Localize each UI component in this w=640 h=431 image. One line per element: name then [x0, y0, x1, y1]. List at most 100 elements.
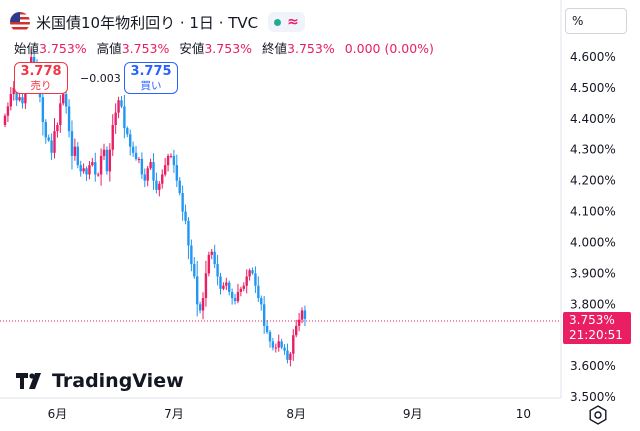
candle-body	[193, 264, 196, 277]
high-label: 高値	[96, 41, 122, 56]
candle-body	[131, 146, 135, 153]
y-tick-label: 4.500%	[570, 81, 616, 95]
x-tick-label: 8月	[286, 407, 306, 421]
candle-body	[300, 310, 304, 320]
time-axis[interactable]: 6月 7月 8月 9月 10	[48, 407, 531, 421]
candle-body	[175, 165, 179, 181]
candles-layer	[3, 49, 307, 367]
candle-body	[280, 341, 283, 348]
candle-body	[172, 155, 176, 166]
candle-body	[198, 304, 202, 311]
candle-body	[187, 220, 190, 246]
candle-body	[50, 140, 53, 153]
candle-body	[85, 168, 88, 175]
candle-body	[88, 165, 91, 175]
ohlc-legend: 始値3.753% 高値3.753% 安値3.753% 終値3.753% 0.00…	[14, 38, 440, 57]
candle-body	[195, 276, 199, 305]
open-label: 始値	[14, 41, 40, 56]
buy-button[interactable]: 3.775 買い	[124, 62, 178, 94]
settings-gear-icon[interactable]	[588, 405, 608, 425]
close-label: 終値	[262, 41, 288, 56]
candle-body	[70, 131, 74, 156]
candle-body	[210, 251, 213, 255]
spread-value: −0.003	[80, 72, 121, 85]
candle-body	[225, 282, 228, 286]
candle-body	[59, 103, 62, 125]
candle-body	[67, 106, 71, 132]
candle-body	[236, 291, 240, 302]
candle-body	[62, 94, 65, 104]
candle-body	[161, 174, 164, 184]
y-tick-label: 3.800%	[570, 297, 616, 311]
candle-body	[245, 276, 248, 286]
x-tick-label: 6月	[48, 407, 68, 421]
candle-body	[158, 183, 161, 190]
candle-body	[32, 57, 36, 64]
symbol-title[interactable]: 米国債10年物利回り · 1日 · TVC	[36, 13, 259, 32]
candle-body	[219, 276, 222, 289]
candle-body	[254, 273, 257, 286]
candle-body	[289, 353, 292, 360]
candle-body	[94, 162, 97, 175]
candle-body	[149, 162, 152, 169]
candle-body	[134, 152, 138, 159]
candle-body	[265, 325, 269, 333]
candle-body	[152, 162, 155, 181]
candle-body	[82, 168, 85, 172]
close-value: 3.753%	[287, 41, 335, 56]
market-open-dot-icon	[274, 18, 282, 26]
y-tick-label: 4.600%	[570, 50, 616, 64]
price-axis[interactable]: 4.600% 4.500% 4.400% 4.300% 4.200% 4.100% 4.00…	[570, 50, 616, 404]
open-value: 3.753%	[39, 41, 87, 56]
candle-body	[283, 347, 286, 351]
candle-body	[303, 310, 307, 319]
candle-body	[6, 106, 10, 116]
y-tick-label: 3.500%	[570, 390, 616, 404]
candle-body	[123, 106, 126, 129]
tradingview-logo[interactable]: TradingView	[16, 370, 184, 392]
unit-selector[interactable]: %	[565, 8, 627, 34]
candle-body	[190, 245, 193, 265]
candle-body	[181, 193, 184, 212]
sell-label: 売り	[30, 80, 52, 92]
candle-body	[47, 137, 50, 141]
candle-body	[143, 174, 146, 181]
candle-body	[56, 125, 59, 132]
candle-body	[204, 273, 208, 299]
candle-body	[295, 325, 298, 336]
candle-body	[213, 251, 216, 265]
y-tick-label: 4.100%	[570, 205, 616, 219]
candle-body	[178, 180, 181, 193]
candle-body	[248, 270, 251, 277]
candle-body	[184, 211, 187, 221]
candle-body	[53, 131, 56, 153]
candle-body	[230, 291, 234, 299]
candle-body	[41, 97, 45, 122]
candle-body	[15, 87, 18, 101]
y-tick-label: 3.600%	[570, 359, 616, 373]
sell-button[interactable]: 3.778 売り	[14, 62, 68, 94]
market-status[interactable]: ≈	[268, 12, 305, 32]
candle-body	[73, 146, 77, 156]
low-label: 安値	[179, 41, 205, 56]
candle-body	[242, 285, 245, 289]
candle-body	[207, 254, 211, 274]
candle-body	[155, 180, 158, 190]
tradingview-logo-icon	[16, 373, 41, 389]
candle-body	[286, 350, 289, 360]
candle-body	[222, 285, 225, 289]
candle-body	[44, 121, 47, 138]
candle-body	[137, 159, 141, 160]
candle-body	[216, 264, 219, 277]
y-tick-label: 4.300%	[570, 143, 616, 157]
candle-body	[79, 165, 82, 172]
candle-body	[260, 298, 263, 305]
candle-body	[120, 100, 123, 107]
candle-body	[201, 298, 205, 311]
candle-body	[277, 341, 280, 348]
candle-body	[268, 332, 272, 342]
candle-body	[108, 149, 112, 172]
low-value: 3.753%	[204, 41, 253, 56]
candle-body	[257, 285, 260, 299]
